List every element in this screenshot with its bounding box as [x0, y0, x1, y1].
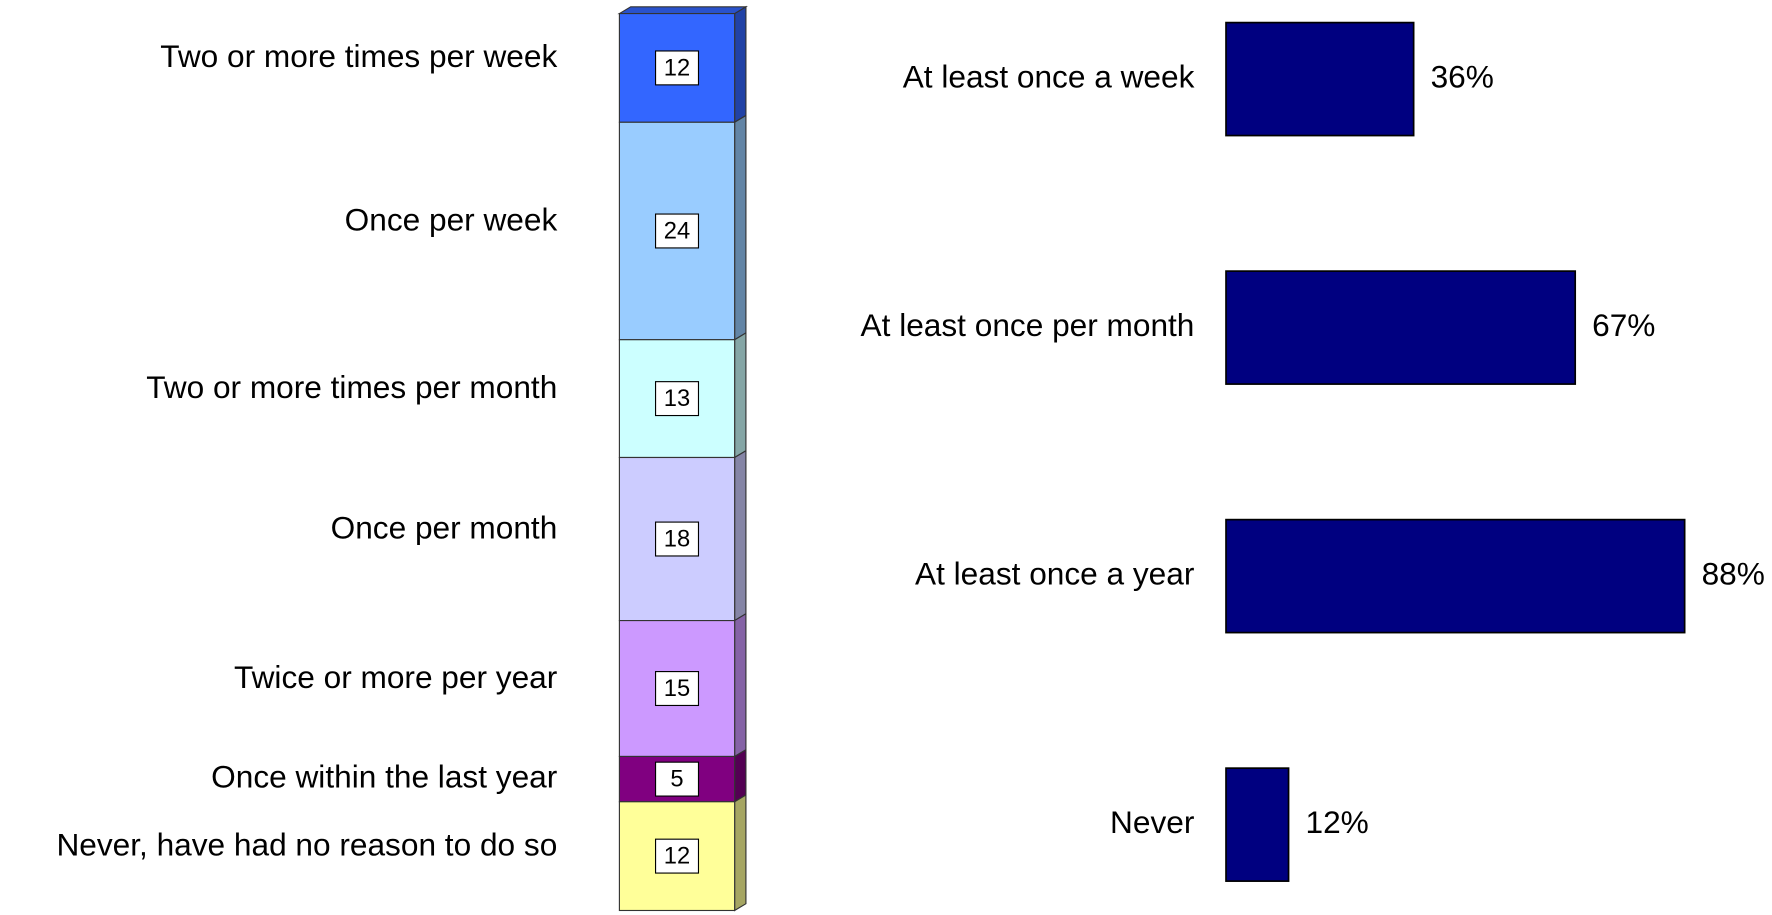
bar-side — [734, 793, 747, 912]
segment-label-box — [654, 838, 700, 874]
bar-side — [734, 331, 747, 459]
segment-label: 13 — [664, 386, 690, 412]
bar-side — [734, 114, 747, 341]
segment-label-box — [654, 381, 700, 417]
value-label: 88% — [1702, 555, 1765, 591]
segment-label-box — [654, 213, 700, 249]
bar — [1225, 21, 1415, 137]
segment-label-box — [654, 761, 700, 797]
category-label: At least once per month — [861, 307, 1195, 343]
bar — [1225, 518, 1686, 634]
category-label: Two or more times per week — [160, 38, 557, 74]
segment-label: 24 — [664, 218, 690, 244]
bar-top — [617, 6, 748, 15]
segment-label: 12 — [664, 55, 690, 81]
segment-label-box — [654, 521, 700, 557]
bar-side — [734, 449, 747, 622]
category-label: At least once a week — [903, 58, 1195, 94]
category-label: Once within the last year — [211, 758, 557, 794]
category-label: At least once a year — [915, 555, 1194, 591]
bar-side — [734, 748, 747, 803]
category-label: Once per month — [331, 509, 558, 545]
segment-label-box — [654, 671, 700, 707]
bar-side — [734, 612, 747, 758]
segment-label: 5 — [670, 767, 683, 793]
category-label: Two or more times per month — [146, 369, 557, 405]
segment-label: 15 — [664, 676, 690, 702]
segment-label-box — [654, 50, 700, 86]
bar — [1225, 767, 1290, 882]
value-label: 36% — [1431, 58, 1494, 94]
value-label: 67% — [1592, 307, 1655, 343]
category-label: Once per week — [345, 201, 558, 237]
category-label: Never, have had no reason to do so — [56, 826, 557, 862]
bar — [1225, 270, 1577, 385]
segment-label: 12 — [664, 844, 690, 870]
segment-label: 18 — [664, 526, 690, 552]
category-label: Never — [1110, 804, 1194, 840]
value-label: 12% — [1306, 804, 1369, 840]
category-label: Twice or more per year — [234, 659, 557, 695]
bar-side — [734, 5, 747, 124]
